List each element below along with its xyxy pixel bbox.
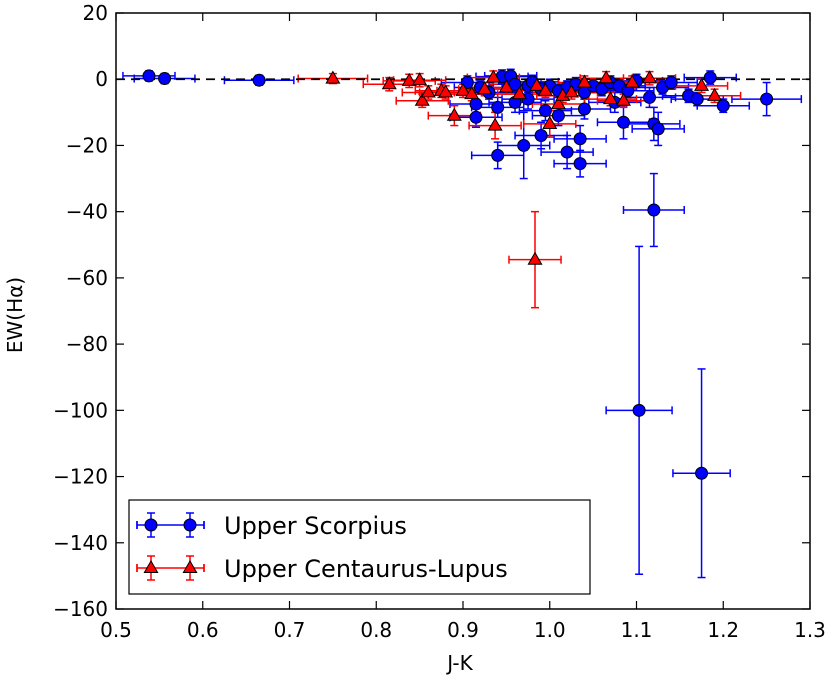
upper-centaurus-lupus-point-0: [325, 70, 341, 84]
y-tick-label-0: 20: [83, 1, 108, 25]
upper-scorpius-point-45: [491, 148, 505, 162]
legend-label-upper-scorpius: Upper Scorpius: [224, 512, 407, 540]
upper-scorpius-point-48: [573, 157, 587, 171]
y-tick-label-7: −120: [53, 465, 108, 489]
upper-scorpius-point-39: [469, 110, 483, 124]
y-tick-label-4: −60: [66, 266, 108, 290]
legend-label-upper-centaurus-lupus: Upper Centaurus-Lupus: [224, 555, 508, 583]
x-tick-label-5: 1.0: [534, 618, 566, 642]
upper-centaurus-lupus-point-29: [707, 87, 723, 101]
upper-scorpius-point-42: [616, 115, 630, 129]
upper-centaurus-lupus-point-25: [615, 92, 632, 106]
upper-centaurus-lupus-point-13: [487, 117, 503, 131]
upper-centaurus-lupus-point-14: [498, 79, 514, 93]
upper-centaurus-lupus-point-11: [477, 81, 493, 95]
upper-centaurus-lupus-point-19: [550, 96, 566, 110]
y-tick-label-8: −140: [53, 531, 108, 555]
data-markers: [142, 69, 774, 480]
upper-centaurus-lupus-point-2: [401, 72, 417, 86]
upper-centaurus-lupus-point-4: [414, 92, 430, 106]
x-tick-label-7: 1.2: [707, 618, 739, 642]
upper-centaurus-lupus-point-23: [598, 70, 614, 84]
legend-marker-upper-centaurus-lupus-0: [143, 559, 159, 574]
upper-scorpius-point-46: [517, 138, 531, 152]
legend-marker-upper-centaurus-lupus-1: [182, 559, 198, 574]
upper-scorpius-point-2: [252, 73, 266, 87]
upper-centaurus-lupus-point-5: [420, 84, 436, 98]
legend-box: [128, 499, 591, 595]
upper-centaurus-lupus-point-30: [527, 251, 543, 265]
x-tick-label-3: 0.8: [360, 618, 392, 642]
upper-scorpius-point-40: [534, 129, 548, 143]
x-tick-label-1: 0.6: [187, 618, 219, 642]
upper-centaurus-lupus-point-22: [576, 74, 592, 88]
y-tick-label-1: 0: [95, 67, 108, 91]
upper-centaurus-lupus-point-18: [542, 115, 558, 129]
upper-scorpius-point-38: [643, 90, 657, 104]
upper-centaurus-lupus-point-17: [537, 82, 553, 96]
upper-centaurus-lupus-point-3: [412, 72, 428, 86]
upper-centaurus-lupus-point-15: [511, 86, 527, 100]
upper-centaurus-lupus-point-27: [641, 70, 658, 84]
upper-scorpius-point-47: [560, 145, 574, 159]
legend-marker-upper-scorpius-1: [183, 518, 197, 532]
y-tick-label-3: −40: [66, 200, 108, 224]
upper-centaurus-lupus-point-26: [624, 74, 640, 88]
y-tick-label-9: −160: [53, 597, 108, 621]
legend: Upper Scorpius Upper Centaurus-Lupus: [128, 499, 591, 595]
ticks: 0.5 0.6 0.7 0.8 0.9 1.0 1.1 1.2 1.3 20 0 −20 −40 −60 −…: [53, 1, 826, 642]
upper-scorpius-point-44: [651, 122, 665, 136]
y-tick-label-5: −80: [66, 332, 108, 356]
upper-centaurus-lupus-point-9: [455, 82, 471, 96]
upper-scorpius-point-29: [760, 92, 774, 106]
upper-centaurus-lupus-point-21: [563, 84, 579, 98]
y-axis-label: EW(Hα): [3, 277, 27, 353]
x-axis-label: J-K: [445, 651, 473, 675]
upper-centaurus-lupus-point-1: [381, 76, 397, 90]
upper-scorpius-point-1: [158, 72, 172, 86]
upper-centaurus-lupus-point-28: [694, 77, 710, 91]
upper-scorpius-point-34: [538, 104, 552, 118]
upper-scorpius-point-51: [695, 466, 709, 480]
upper-scorpius-point-28: [716, 99, 730, 113]
upper-scorpius-point-41: [573, 132, 587, 146]
upper-scorpius-point-49: [647, 203, 661, 217]
x-tick-label-0: 0.5: [100, 618, 132, 642]
upper-centaurus-lupus-point-10: [464, 86, 480, 100]
y-tick-label-2: −20: [66, 133, 108, 157]
upper-centaurus-lupus-point-16: [529, 77, 545, 91]
upper-scorpius-point-26: [690, 92, 704, 106]
legend-marker-upper-scorpius-0: [144, 518, 158, 532]
upper-centaurus-lupus-point-7: [438, 84, 454, 98]
x-tick-label-2: 0.7: [274, 618, 306, 642]
upper-scorpius-point-31: [491, 100, 505, 114]
upper-centaurus-lupus-point-12: [485, 69, 501, 83]
upper-centaurus-lupus-point-24: [602, 91, 618, 105]
x-tick-label-6: 1.1: [621, 618, 653, 642]
x-tick-label-4: 0.9: [447, 618, 479, 642]
upper-scorpius-point-36: [577, 102, 591, 116]
upper-scorpius-point-50: [632, 403, 646, 417]
y-tick-label-6: −100: [53, 398, 108, 422]
upper-centaurus-lupus-point-8: [446, 107, 462, 121]
upper-scorpius-point-35: [551, 109, 565, 123]
upper-scorpius-point-0: [142, 69, 156, 83]
upper-scorpius-point-24: [664, 76, 678, 90]
upper-scorpius-point-30: [469, 97, 483, 111]
x-tick-label-8: 1.3: [794, 618, 826, 642]
upper-scorpius-point-27: [703, 71, 717, 85]
